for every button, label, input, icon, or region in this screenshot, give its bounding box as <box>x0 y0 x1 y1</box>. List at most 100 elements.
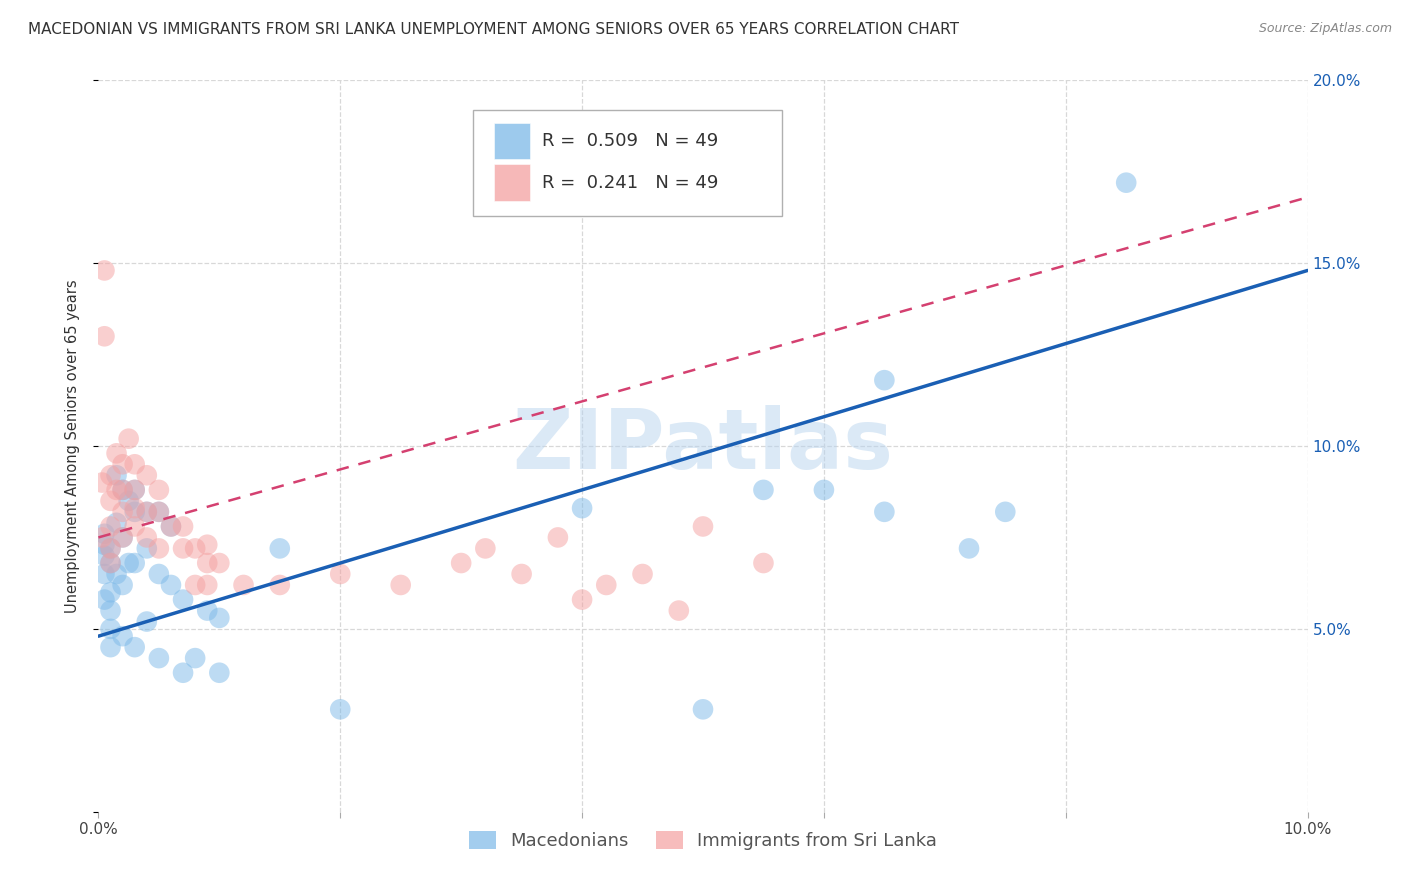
Point <box>195 556 218 570</box>
Point <box>100 494 122 508</box>
FancyBboxPatch shape <box>494 164 530 201</box>
Legend: Macedonians, Immigrants from Sri Lanka: Macedonians, Immigrants from Sri Lanka <box>461 823 945 857</box>
Point <box>184 651 207 665</box>
Point <box>93 263 115 277</box>
Point <box>111 530 134 544</box>
Point <box>208 665 231 680</box>
Point <box>124 640 146 655</box>
Point <box>957 541 980 556</box>
Point <box>118 494 141 508</box>
Point <box>93 549 115 563</box>
Point <box>118 432 141 446</box>
Point <box>184 578 207 592</box>
Text: R =  0.241   N = 49: R = 0.241 N = 49 <box>543 174 718 192</box>
Point <box>100 640 122 655</box>
Point <box>160 519 183 533</box>
Point <box>148 483 170 497</box>
Point <box>124 483 146 497</box>
Point <box>100 468 122 483</box>
Point <box>232 578 254 592</box>
Point <box>135 541 157 556</box>
Point <box>160 519 183 533</box>
Point <box>148 541 170 556</box>
Point <box>105 567 128 582</box>
Point <box>135 505 157 519</box>
Point <box>172 665 194 680</box>
Point <box>208 556 231 570</box>
Point <box>752 483 775 497</box>
Point <box>1115 176 1137 190</box>
Point <box>91 475 114 490</box>
Point <box>208 611 231 625</box>
Point <box>100 541 122 556</box>
Point <box>100 519 122 533</box>
Point <box>269 541 291 556</box>
Point <box>148 567 170 582</box>
Point <box>111 483 134 497</box>
Point <box>124 556 146 570</box>
Point <box>160 578 183 592</box>
Point <box>124 483 146 497</box>
Point <box>195 538 218 552</box>
Point <box>571 592 593 607</box>
Point <box>813 483 835 497</box>
Point <box>329 567 352 582</box>
Point <box>195 578 218 592</box>
Point <box>93 567 115 582</box>
Point <box>148 505 170 519</box>
FancyBboxPatch shape <box>494 123 530 160</box>
Point <box>195 603 218 617</box>
Point <box>329 702 352 716</box>
Point <box>124 519 146 533</box>
Point <box>111 629 134 643</box>
Point <box>994 505 1017 519</box>
Point <box>111 578 134 592</box>
Point <box>571 501 593 516</box>
Point <box>100 603 122 617</box>
Point <box>124 505 146 519</box>
Point <box>100 541 122 556</box>
Text: R =  0.509   N = 49: R = 0.509 N = 49 <box>543 132 718 150</box>
Point <box>105 516 128 530</box>
Point <box>269 578 291 592</box>
Point <box>111 530 134 544</box>
Point <box>100 585 122 599</box>
Point <box>692 519 714 533</box>
Point <box>111 483 134 497</box>
Point <box>752 556 775 570</box>
Point <box>124 501 146 516</box>
Point <box>510 567 533 582</box>
Point <box>873 505 896 519</box>
Point <box>148 505 170 519</box>
Point <box>111 457 134 471</box>
Point <box>873 373 896 387</box>
Text: Source: ZipAtlas.com: Source: ZipAtlas.com <box>1258 22 1392 36</box>
Point <box>93 329 115 343</box>
Point <box>111 505 134 519</box>
Point <box>172 519 194 533</box>
Point <box>105 446 128 460</box>
Point <box>91 530 114 544</box>
Point <box>172 541 194 556</box>
Point <box>105 468 128 483</box>
Point <box>100 556 122 570</box>
Point <box>124 457 146 471</box>
Point <box>450 556 472 570</box>
Point <box>135 615 157 629</box>
Point <box>184 541 207 556</box>
Point <box>692 702 714 716</box>
Text: MACEDONIAN VS IMMIGRANTS FROM SRI LANKA UNEMPLOYMENT AMONG SENIORS OVER 65 YEARS: MACEDONIAN VS IMMIGRANTS FROM SRI LANKA … <box>28 22 959 37</box>
Point <box>105 483 128 497</box>
Point <box>135 468 157 483</box>
Point <box>93 526 115 541</box>
FancyBboxPatch shape <box>474 110 782 216</box>
Point <box>668 603 690 617</box>
Point <box>135 505 157 519</box>
Point <box>389 578 412 592</box>
Point <box>148 651 170 665</box>
Point <box>474 541 496 556</box>
Point <box>100 556 122 570</box>
Point <box>135 530 157 544</box>
Point <box>118 556 141 570</box>
Point <box>172 592 194 607</box>
